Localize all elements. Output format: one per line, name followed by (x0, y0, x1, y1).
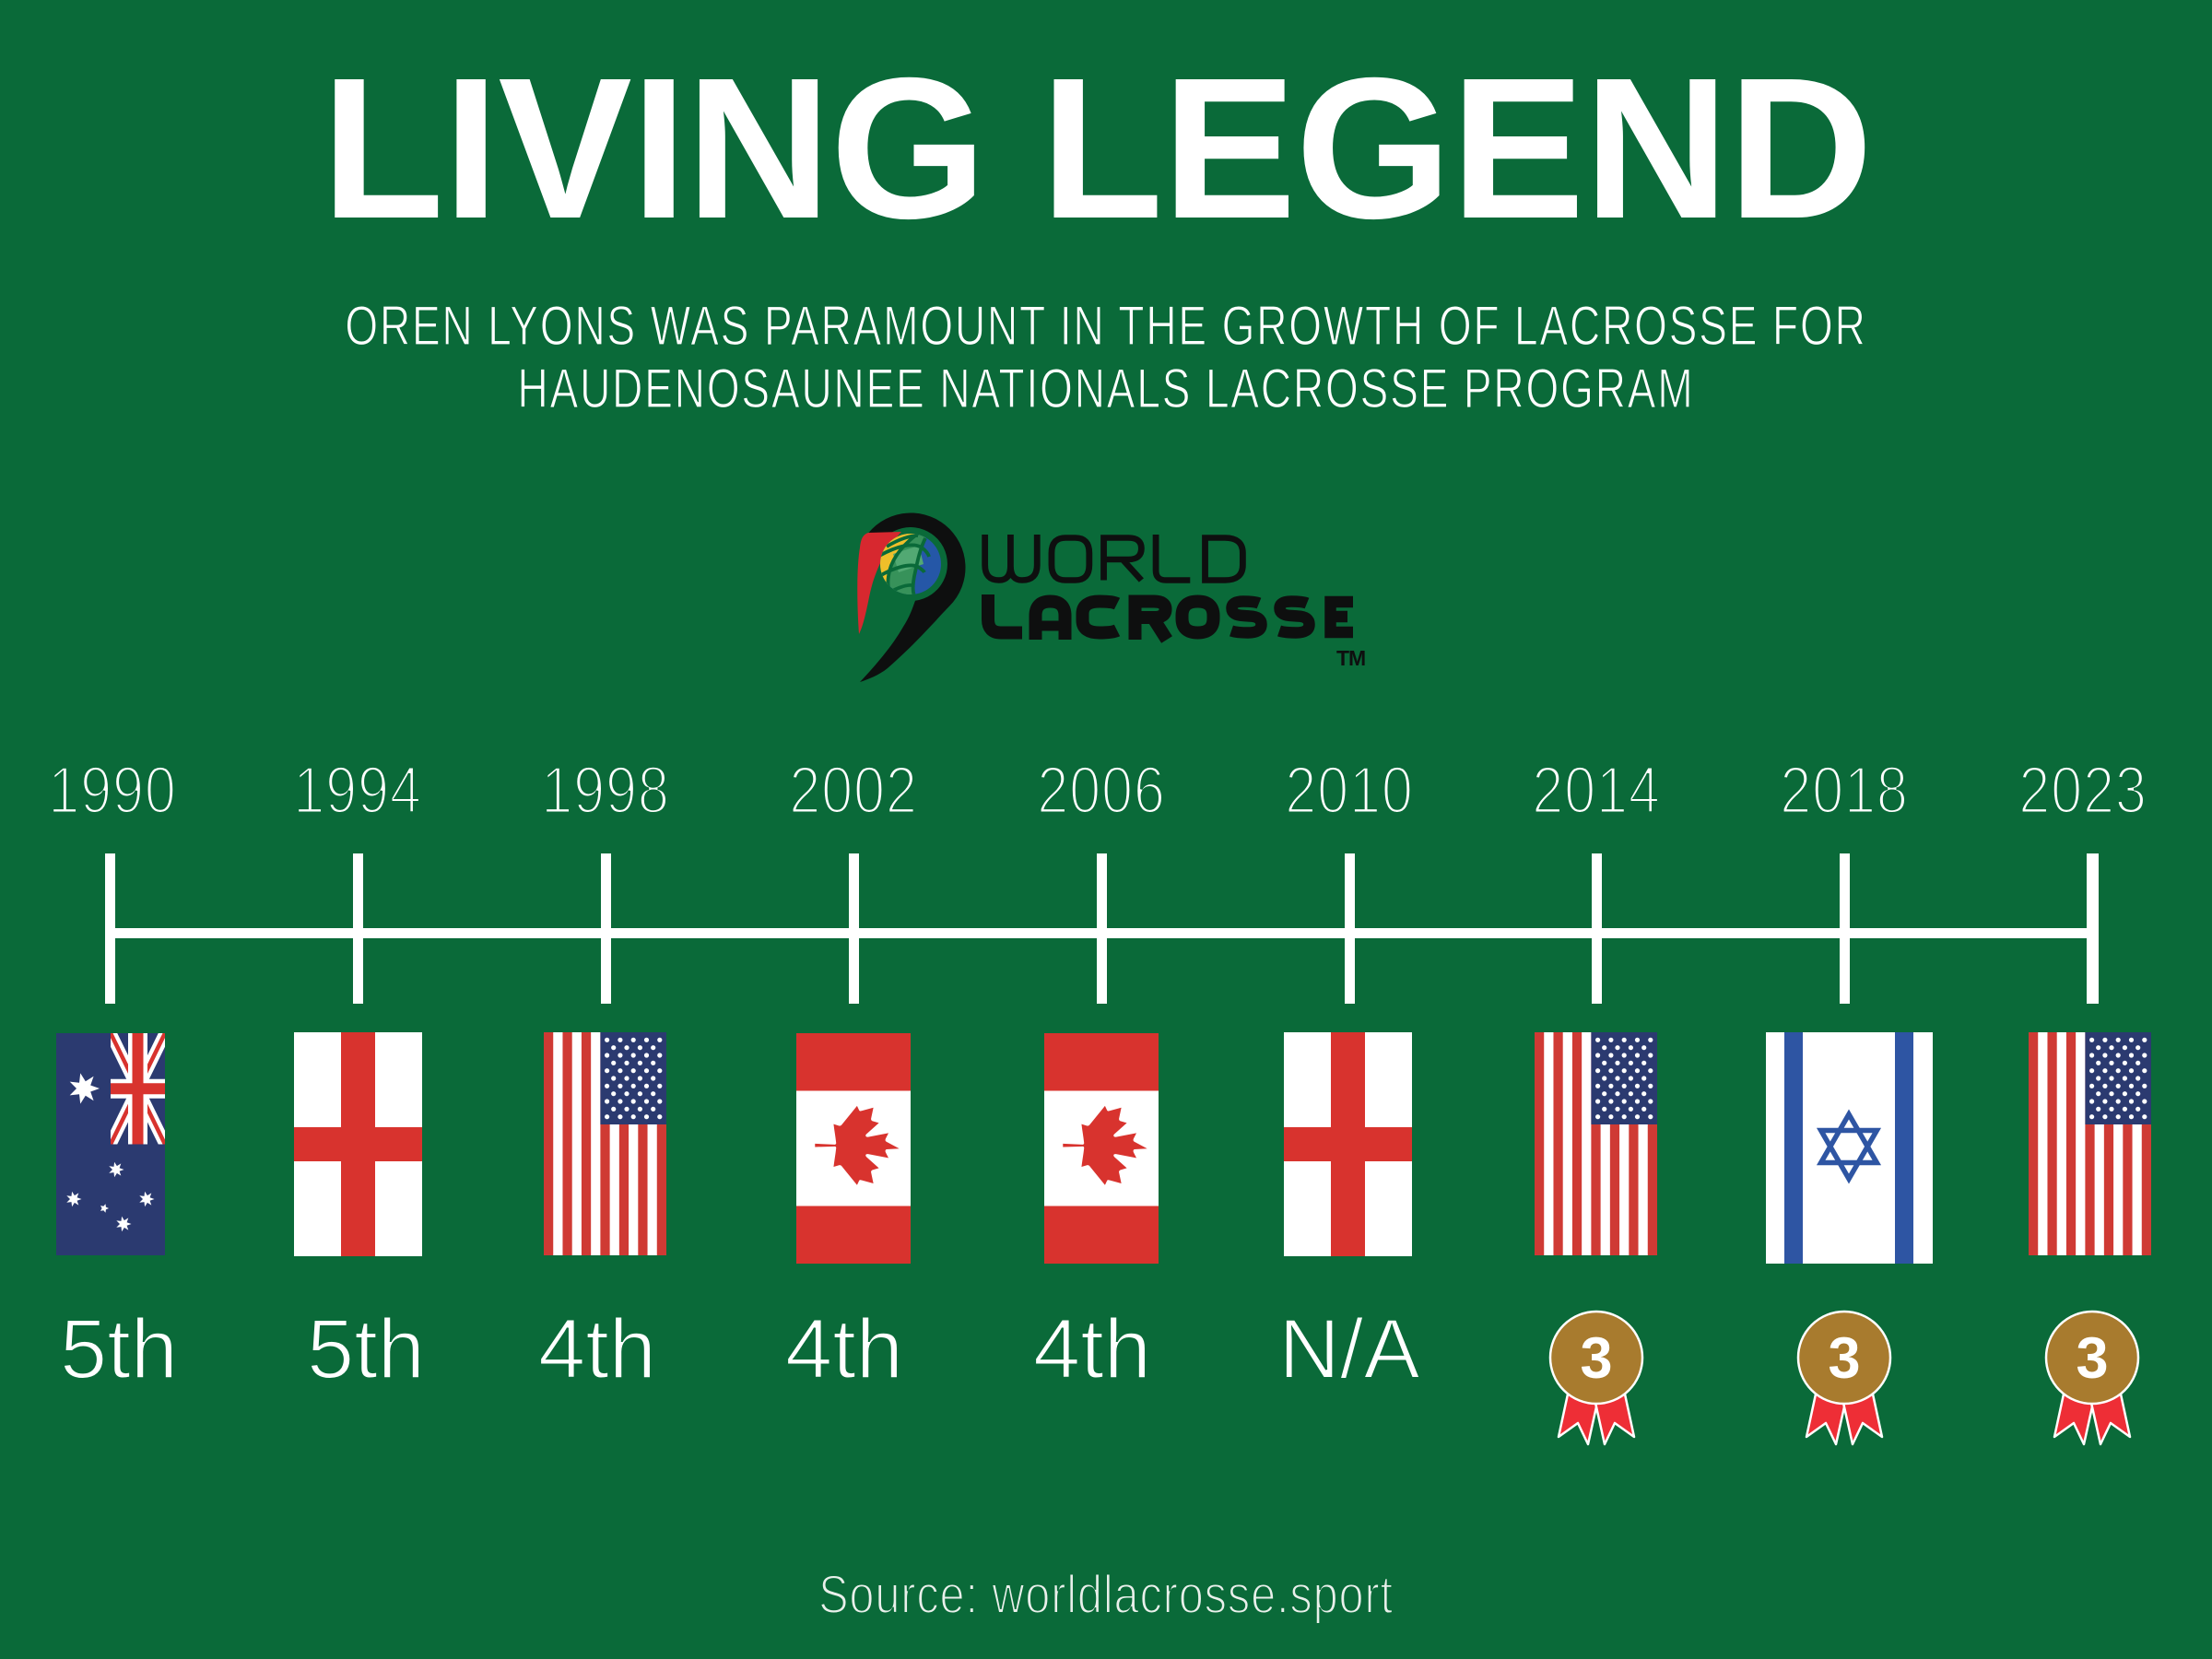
svg-text:3: 3 (1580, 1326, 1612, 1391)
svg-text:TM: TM (1336, 646, 1365, 670)
